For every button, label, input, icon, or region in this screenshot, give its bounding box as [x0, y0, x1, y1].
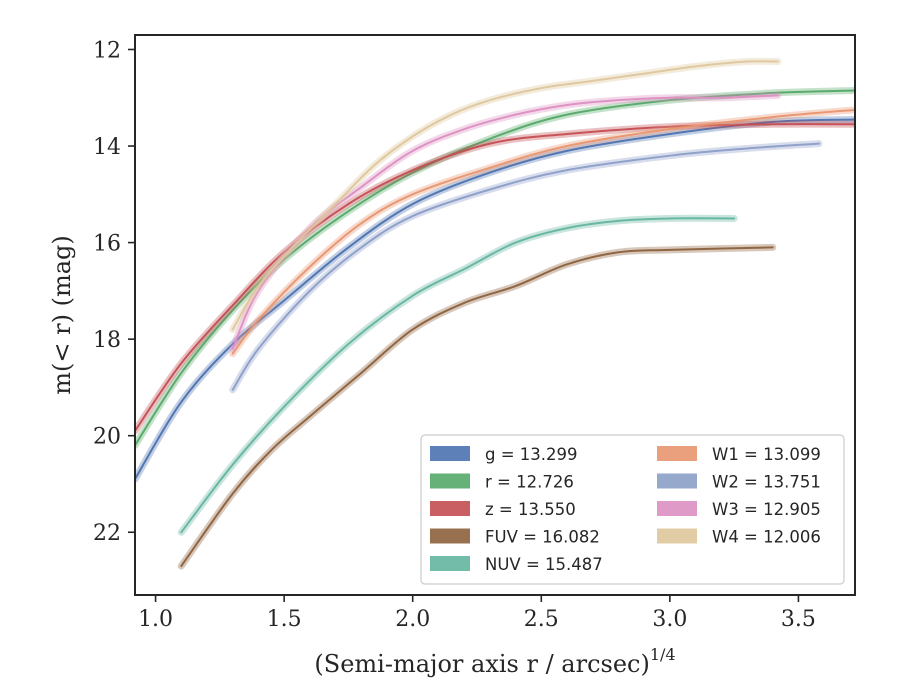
legend-swatch	[430, 446, 470, 461]
legend-label: r = 12.726	[485, 473, 574, 492]
x-tick-label: 3.5	[781, 607, 816, 632]
x-axis-label-text: (Semi-major axis r / arcsec)	[314, 650, 649, 678]
series-w1	[229, 106, 855, 358]
x-tick-label: 1.0	[138, 607, 173, 632]
series-r	[135, 87, 855, 449]
legend-entry-r: r = 12.726	[430, 473, 574, 492]
legend-swatch	[430, 556, 470, 571]
y-tick-label: 16	[93, 232, 121, 257]
legend-swatch	[657, 501, 697, 516]
ticks-layer: 1.0 1.5 2.0 2.5 3.0 3.5 12 14 16 18 20 22	[93, 38, 816, 632]
legend-label: W4 = 12.006	[712, 528, 821, 547]
legend-entry-w2: W2 = 13.751	[657, 473, 821, 492]
series-line-w1	[231, 108, 855, 355]
series-layer	[135, 57, 855, 570]
series-line-g	[135, 118, 855, 481]
legend-swatch	[430, 528, 470, 544]
series-line-w2	[231, 142, 820, 391]
x-axis-label: (Semi-major axis r / arcsec)1/4	[314, 645, 675, 678]
legend-swatch	[657, 446, 697, 461]
legend-label: W3 = 12.905	[712, 500, 821, 519]
series-line-fuv	[180, 246, 774, 568]
legend-label: g = 13.299	[485, 445, 578, 464]
series-line-w4	[231, 60, 779, 331]
series-g	[135, 115, 855, 483]
y-tick-label: 22	[93, 521, 121, 546]
x-axis-label-exponent: 1/4	[650, 645, 676, 664]
series-z	[135, 120, 855, 435]
x-tick-label: 1.5	[267, 607, 302, 632]
legend-entry-nuv: NUV = 15.487	[430, 555, 603, 574]
plot-frame	[134, 34, 856, 596]
legend-label: W1 = 13.099	[712, 445, 821, 464]
legend-entry-w4: W4 = 12.006	[657, 528, 821, 547]
series-fuv	[177, 243, 777, 570]
legend-swatch	[657, 473, 697, 489]
legend-label: NUV = 15.487	[485, 555, 603, 574]
x-tick-label: 3.0	[652, 607, 687, 632]
legend-entry-fuv: FUV = 16.082	[430, 528, 600, 547]
series-nuv	[177, 214, 738, 536]
series-line-r	[135, 89, 855, 447]
legend-swatch	[430, 501, 470, 516]
legend-label: FUV = 16.082	[485, 528, 600, 547]
series-line-nuv	[180, 217, 736, 534]
legend-entries: g = 13.299 r = 12.726 z = 13.550 FUV = 16.0…	[430, 445, 821, 574]
legend-entry-z: z = 13.550	[430, 500, 576, 519]
legend-box	[420, 434, 845, 585]
legend-swatch	[430, 473, 470, 489]
series-line-z	[135, 123, 855, 432]
y-tick-label: 12	[93, 38, 121, 63]
y-tick-label: 14	[93, 135, 121, 160]
legend-entry-w3: W3 = 12.905	[657, 500, 821, 519]
x-tick-label: 2.0	[395, 607, 430, 632]
legend-entry-g: g = 13.299	[430, 445, 578, 464]
legend: g = 13.299 r = 12.726 z = 13.550 FUV = 16.0…	[420, 434, 845, 585]
series-w4	[229, 57, 782, 333]
legend-entry-w1: W1 = 13.099	[657, 445, 821, 464]
series-w2	[229, 140, 823, 394]
legend-label: z = 13.550	[485, 500, 576, 519]
legend-label: W2 = 13.751	[712, 473, 821, 492]
y-tick-label: 18	[93, 328, 121, 353]
y-tick-label: 20	[93, 425, 121, 450]
y-axis-label: m(< r) (mag)	[48, 235, 76, 394]
x-tick-label: 2.5	[524, 607, 559, 632]
legend-swatch	[657, 528, 697, 544]
